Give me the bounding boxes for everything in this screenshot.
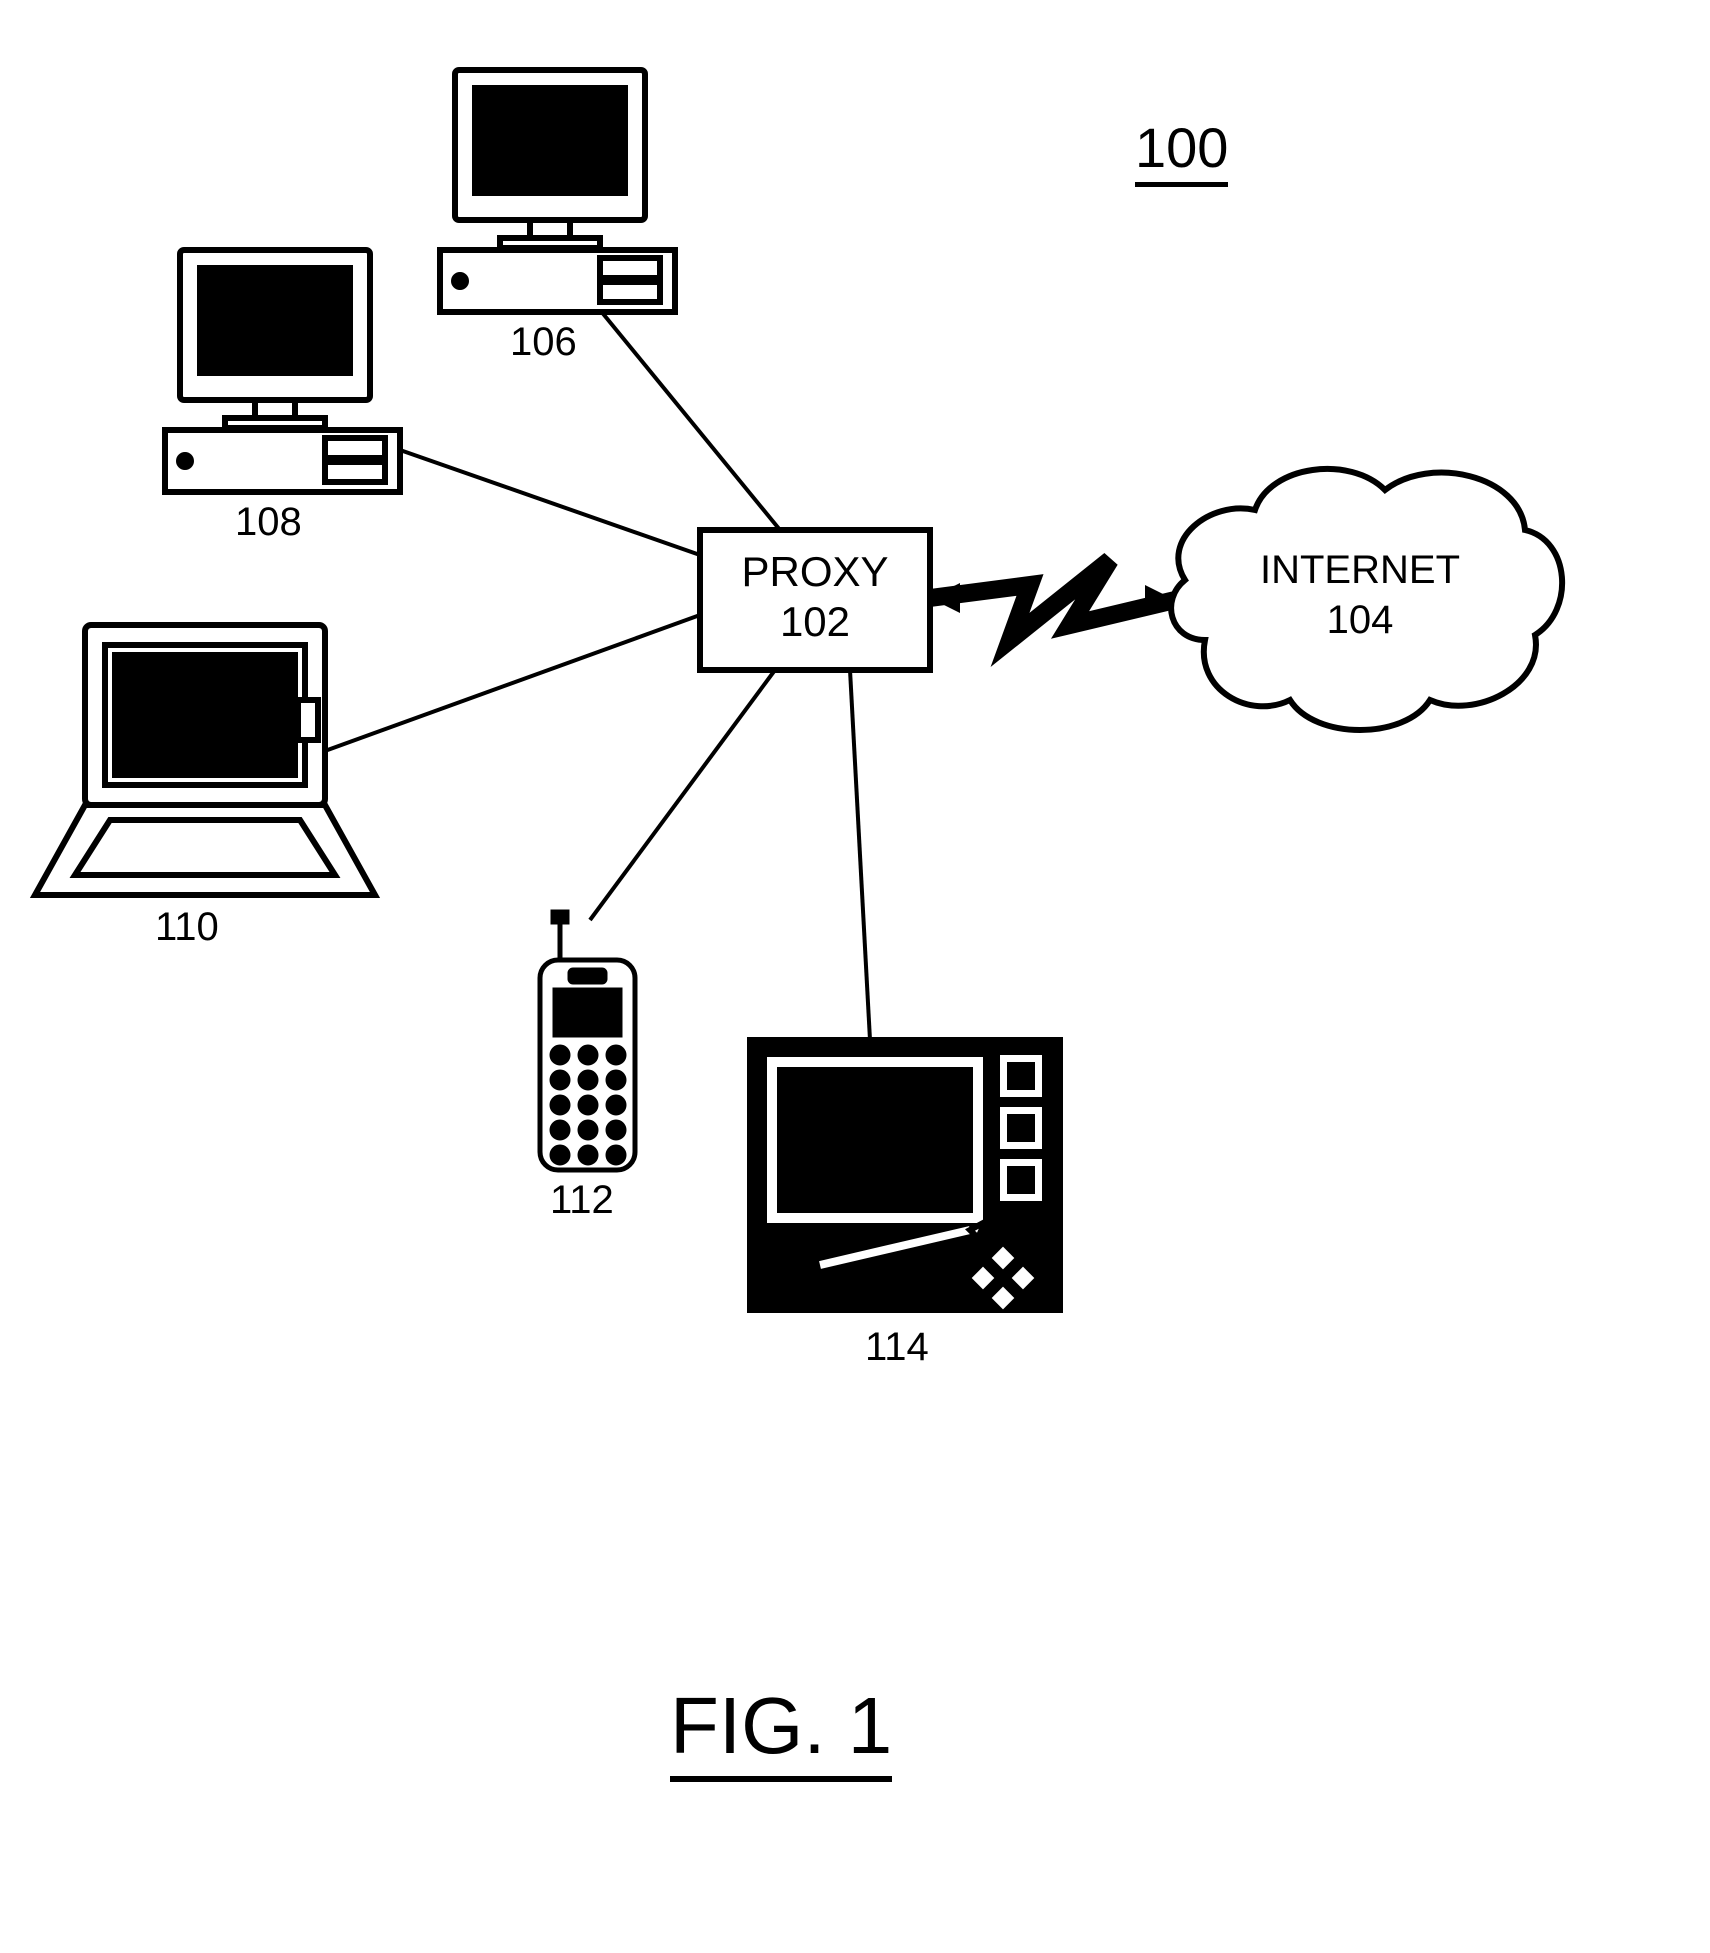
internet-label: INTERNET (1230, 548, 1490, 593)
pc-106 (440, 70, 675, 312)
proxy-num: 102 (700, 598, 930, 646)
edge-114-proxy (850, 670, 870, 1040)
edge-112-proxy (590, 670, 775, 920)
diagram-svg (0, 0, 1710, 1953)
edge-108-proxy (400, 450, 700, 555)
pc-108 (165, 250, 400, 492)
label-110: 110 (155, 905, 219, 950)
laptop-110 (35, 625, 375, 895)
label-112: 112 (550, 1178, 614, 1223)
edge-106-proxy (600, 310, 780, 530)
phone-112 (540, 912, 635, 1170)
proxy-label: PROXY (700, 548, 930, 596)
edge-proxy-internet (930, 560, 1175, 640)
label-106: 106 (510, 320, 577, 365)
label-108: 108 (235, 500, 302, 545)
internet-num: 104 (1230, 598, 1490, 643)
tablet-114 (750, 1040, 1060, 1310)
figure-ref-number: 100 (1135, 115, 1228, 187)
edge-110-proxy (300, 615, 700, 760)
figure-title: FIG. 1 (670, 1680, 892, 1782)
label-114: 114 (865, 1325, 929, 1370)
edges (300, 310, 870, 1040)
